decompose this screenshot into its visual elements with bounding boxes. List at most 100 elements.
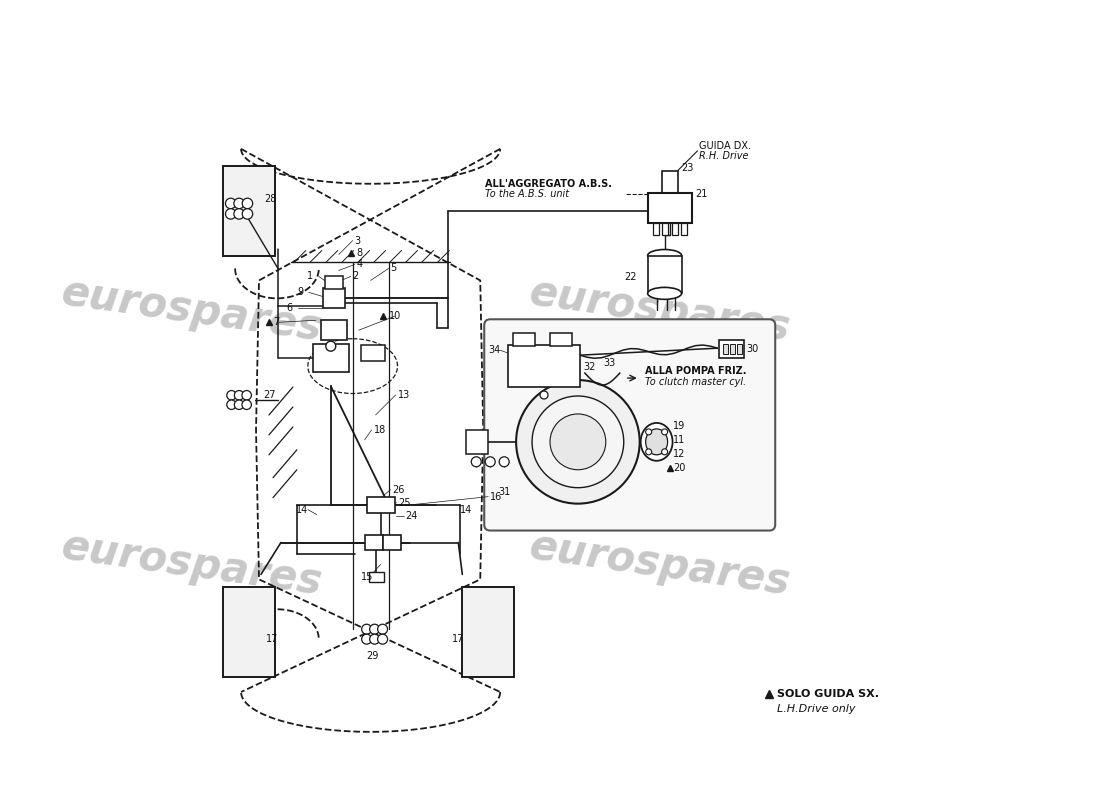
- Bar: [361, 345, 385, 361]
- Text: 2: 2: [353, 271, 359, 282]
- Bar: [672, 222, 678, 234]
- Circle shape: [227, 400, 236, 410]
- Bar: [730, 344, 736, 354]
- Circle shape: [550, 414, 606, 470]
- Bar: [324, 277, 343, 290]
- Bar: [508, 345, 580, 387]
- Bar: [312, 344, 349, 372]
- Text: 32: 32: [583, 362, 595, 372]
- Circle shape: [516, 380, 640, 504]
- Circle shape: [242, 198, 253, 209]
- Text: To clutch master cyl.: To clutch master cyl.: [645, 377, 746, 387]
- Text: 12: 12: [672, 449, 685, 459]
- Circle shape: [377, 634, 387, 644]
- Circle shape: [661, 449, 668, 455]
- Text: 7: 7: [273, 318, 279, 327]
- Circle shape: [227, 390, 236, 400]
- Bar: [652, 222, 659, 234]
- Text: To the A.B.S. unit: To the A.B.S. unit: [485, 189, 570, 198]
- Text: ALLA POMPA FRIZ.: ALLA POMPA FRIZ.: [645, 366, 746, 376]
- Circle shape: [362, 624, 372, 634]
- Circle shape: [540, 391, 548, 399]
- Text: R.H. Drive: R.H. Drive: [700, 151, 749, 161]
- Text: 13: 13: [397, 390, 410, 400]
- Text: 15: 15: [361, 572, 373, 582]
- Circle shape: [242, 390, 252, 400]
- Circle shape: [234, 390, 244, 400]
- Bar: [364, 534, 383, 550]
- Circle shape: [226, 209, 235, 219]
- Bar: [462, 587, 514, 677]
- Bar: [366, 497, 395, 513]
- Text: 27: 27: [263, 390, 275, 400]
- Text: 33: 33: [603, 358, 615, 368]
- Ellipse shape: [646, 429, 668, 455]
- Bar: [724, 344, 728, 354]
- Bar: [648, 255, 682, 294]
- Circle shape: [485, 457, 495, 466]
- Circle shape: [646, 449, 651, 455]
- Text: 14: 14: [460, 505, 473, 514]
- Circle shape: [234, 400, 244, 410]
- Circle shape: [226, 198, 235, 209]
- Text: 28: 28: [264, 194, 276, 204]
- Text: L.H.Drive only: L.H.Drive only: [778, 704, 856, 714]
- Bar: [466, 430, 488, 454]
- Text: 23: 23: [682, 163, 694, 173]
- Text: 19: 19: [672, 421, 685, 431]
- Circle shape: [377, 624, 387, 634]
- Text: 10: 10: [388, 311, 400, 322]
- Bar: [681, 222, 686, 234]
- Bar: [550, 334, 572, 346]
- Bar: [648, 193, 692, 222]
- Text: eurospares: eurospares: [58, 526, 324, 603]
- Text: 22: 22: [625, 273, 637, 282]
- Bar: [513, 334, 535, 346]
- Circle shape: [370, 634, 379, 644]
- Bar: [223, 166, 275, 255]
- Text: 17: 17: [266, 634, 278, 644]
- Text: 8: 8: [356, 247, 363, 258]
- Text: 24: 24: [406, 510, 418, 521]
- Circle shape: [362, 634, 372, 644]
- Text: eurospares: eurospares: [527, 271, 793, 350]
- Text: ALL'AGGREGATO A.B.S.: ALL'AGGREGATO A.B.S.: [485, 178, 613, 189]
- Circle shape: [532, 396, 624, 488]
- Circle shape: [370, 624, 379, 634]
- Text: 9: 9: [297, 287, 302, 298]
- Text: 1: 1: [307, 271, 314, 282]
- Bar: [661, 170, 678, 193]
- Bar: [322, 288, 344, 308]
- Circle shape: [234, 209, 244, 219]
- Ellipse shape: [648, 287, 682, 299]
- Text: 3: 3: [354, 235, 361, 246]
- Ellipse shape: [640, 423, 672, 461]
- Circle shape: [499, 457, 509, 466]
- Text: SOLO GUIDA SX.: SOLO GUIDA SX.: [778, 689, 879, 699]
- Text: 4: 4: [356, 259, 363, 270]
- Text: 18: 18: [374, 425, 386, 435]
- Bar: [383, 534, 400, 550]
- Circle shape: [471, 457, 481, 466]
- Text: GUIDA DX.: GUIDA DX.: [700, 141, 751, 151]
- Text: 14: 14: [296, 505, 308, 514]
- Circle shape: [661, 429, 668, 435]
- Text: 26: 26: [393, 485, 405, 494]
- Bar: [223, 587, 275, 677]
- Circle shape: [234, 198, 244, 209]
- Text: 34: 34: [488, 345, 501, 355]
- Circle shape: [326, 342, 336, 351]
- Bar: [661, 222, 668, 234]
- Text: 25: 25: [398, 498, 411, 508]
- Text: 21: 21: [695, 189, 708, 198]
- Bar: [321, 320, 346, 340]
- Ellipse shape: [648, 250, 682, 262]
- FancyBboxPatch shape: [484, 319, 776, 530]
- Text: eurospares: eurospares: [58, 271, 324, 350]
- Text: 31: 31: [498, 486, 510, 497]
- Circle shape: [242, 400, 252, 410]
- Bar: [719, 340, 745, 358]
- Text: 11: 11: [672, 435, 685, 445]
- Text: 29: 29: [366, 651, 379, 661]
- Text: 5: 5: [390, 263, 397, 274]
